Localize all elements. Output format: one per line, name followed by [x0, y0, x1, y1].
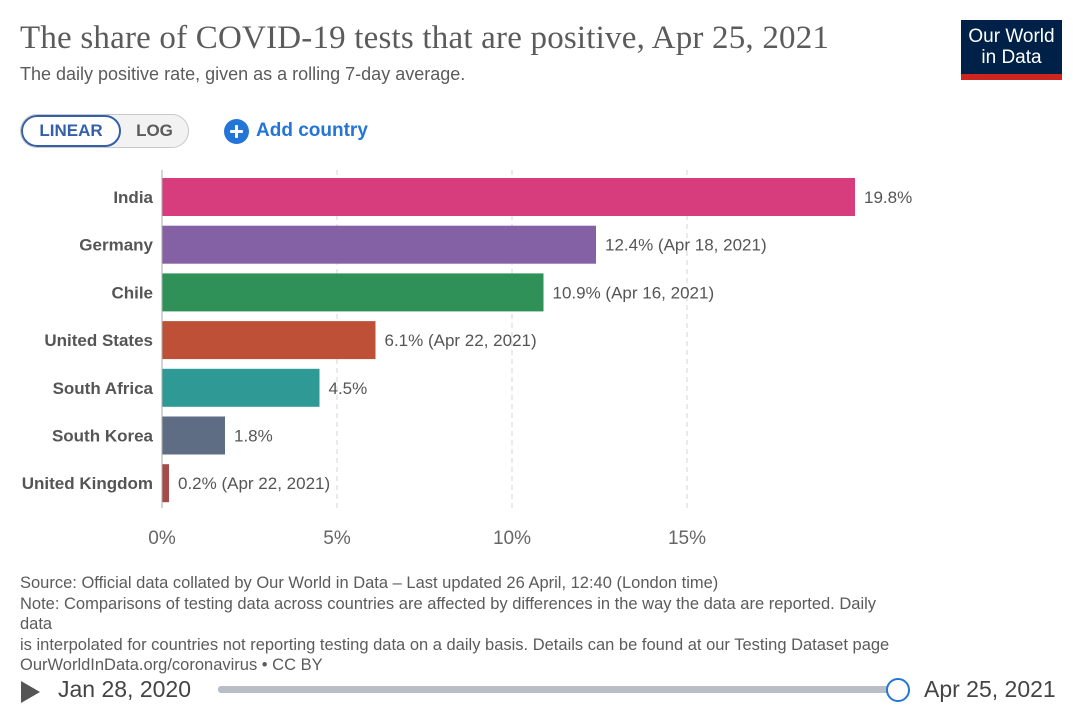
x-tick-label: 0%	[148, 528, 176, 549]
note-text-3: is interpolated for countries not report…	[20, 635, 890, 654]
logo-line-2: in Data	[981, 47, 1042, 68]
bar	[162, 273, 544, 312]
data-label: 10.9% (Apr 16, 2021)	[553, 283, 715, 302]
data-label: 1.8%	[234, 427, 273, 446]
bar	[162, 368, 320, 407]
timeline-start-label: Jan 28, 2020	[58, 676, 192, 702]
timeline-track[interactable]	[218, 686, 898, 693]
category-label: United States	[44, 331, 153, 350]
source-text: Source: Official data collated by Our Wo…	[20, 574, 719, 592]
x-tick-label: 10%	[493, 528, 531, 549]
play-icon[interactable]	[21, 681, 40, 703]
chart-footer: Source: Official data collated by Our Wo…	[20, 573, 1060, 676]
data-label: 4.5%	[329, 379, 368, 398]
category-label: Germany	[79, 236, 153, 255]
logo-line-1: Our World	[968, 26, 1055, 47]
url-license-link[interactable]: OurWorldInData.org/coronavirus • CC BY	[20, 656, 323, 674]
log-scale-button[interactable]: LOG	[136, 121, 173, 140]
category-label: United Kingdom	[22, 474, 153, 493]
linear-scale-button[interactable]: LINEAR	[21, 115, 121, 147]
add-country-button[interactable]: Add country	[224, 116, 368, 146]
category-label: South Korea	[52, 427, 154, 446]
data-label: 0.2% (Apr 22, 2021)	[178, 474, 330, 493]
bar	[162, 225, 596, 264]
x-tick-label: 5%	[323, 528, 351, 549]
owid-logo[interactable]: Our World in Data	[961, 20, 1062, 80]
bar-chart: 0% 5% 10% 15% India 19.8% Germany 12.4% (Apr 18…	[22, 170, 912, 549]
add-country-label: Add country	[256, 120, 368, 141]
category-label: South Africa	[53, 379, 154, 398]
data-label: 6.1% (Apr 22, 2021)	[385, 331, 537, 350]
category-label: India	[113, 188, 153, 207]
bar	[162, 416, 225, 455]
plus-circle-icon	[224, 118, 249, 144]
timeline-end-label: Apr 25, 2021	[924, 676, 1056, 702]
chart-title: The share of COVID-19 tests that are pos…	[20, 20, 830, 56]
data-label: 12.4% (Apr 18, 2021)	[605, 236, 767, 255]
data-label: 19.8%	[864, 188, 912, 207]
chart-subtitle: The daily positive rate, given as a roll…	[20, 64, 466, 84]
bar	[162, 178, 855, 216]
x-tick-label: 15%	[668, 528, 706, 549]
note-text-1: Note: Comparisons of testing data across…	[20, 594, 877, 613]
timeline: Jan 28, 2020 Apr 25, 2021	[0, 672, 1080, 707]
category-label: Chile	[111, 283, 153, 302]
bar	[162, 321, 376, 360]
note-text-2: data	[20, 615, 53, 633]
bar	[162, 464, 169, 503]
scale-toggle: LINEAR LOG	[20, 114, 189, 148]
timeline-handle[interactable]	[886, 678, 910, 702]
